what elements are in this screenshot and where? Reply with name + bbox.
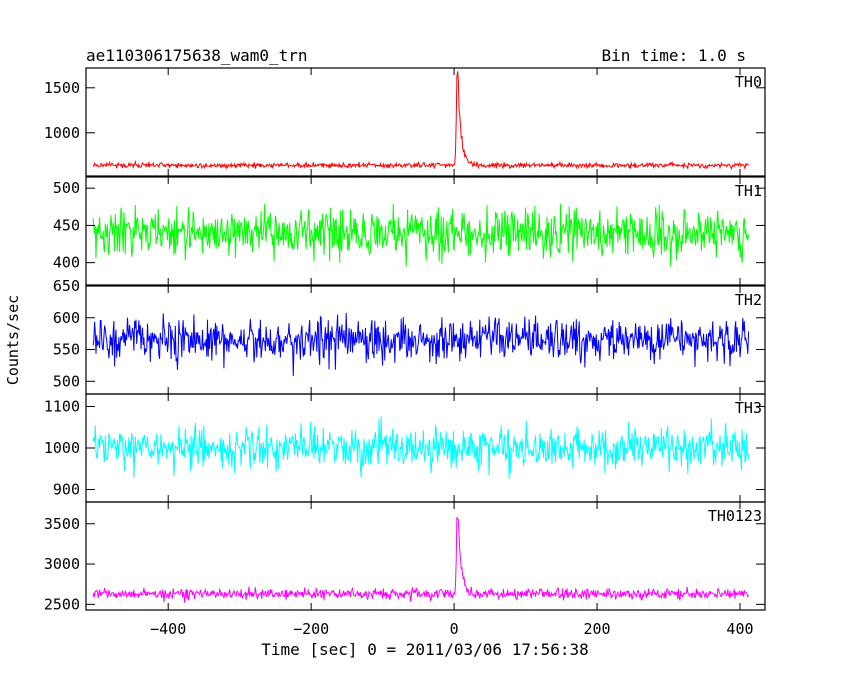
series-line-th2 <box>92 312 750 377</box>
y-tick-label: 1100 <box>44 397 80 415</box>
panel-frame <box>85 176 766 286</box>
panel-name-label: TH2 <box>735 291 762 309</box>
y-tick-label: 1000 <box>44 439 80 457</box>
chart-title: ae110306175638_wam0_trn <box>86 46 308 65</box>
y-tick-label: 500 <box>53 179 80 197</box>
panel-frame <box>85 67 766 177</box>
y-tick-label: 500 <box>53 372 80 390</box>
y-tick-label: 550 <box>53 341 80 359</box>
panel-th0123: 2500 3000 3500 TH0123 <box>44 501 766 613</box>
y-tick-label: 450 <box>53 216 80 234</box>
x-tick-label: 0 <box>450 620 459 638</box>
series-line-th0 <box>92 71 749 171</box>
y-tick-label: 3500 <box>44 515 80 533</box>
y-tick-label: 2500 <box>44 595 80 613</box>
x-tick-label: −400 <box>150 620 186 638</box>
panels-group: 1000 1500 TH0 400 450 500 TH1 500 550 600 650 TH2 90… <box>44 67 766 638</box>
panel-name-label: TH0123 <box>708 507 762 525</box>
panel-name-label: TH3 <box>735 399 762 417</box>
x-axis-label: Time [sec] 0 = 2011/03/06 17:56:38 <box>261 640 589 659</box>
panel-th0: 1000 1500 TH0 <box>44 67 766 177</box>
series-line-th1 <box>92 203 750 267</box>
y-tick-label: 1500 <box>44 79 80 97</box>
panel-th1: 400 450 500 TH1 <box>53 176 766 286</box>
panel-th2: 500 550 600 650 TH2 <box>53 277 766 395</box>
y-tick-label: 1000 <box>44 124 80 142</box>
panel-name-label: TH0 <box>735 73 762 91</box>
y-tick-label: 400 <box>53 254 80 272</box>
y-tick-label: 900 <box>53 481 80 499</box>
panel-th3: 900 1000 1100 TH3 <box>44 393 766 503</box>
y-axis-label: Counts/sec <box>4 295 22 385</box>
x-tick-label: −200 <box>293 620 329 638</box>
panel-name-label: TH1 <box>735 182 762 200</box>
series-line-th0123 <box>92 516 750 603</box>
x-tick-label: 400 <box>726 620 753 638</box>
y-tick-label: 600 <box>53 309 80 327</box>
series-line-th3 <box>92 416 750 480</box>
panel-frame <box>85 501 766 611</box>
y-tick-label: 650 <box>53 277 80 295</box>
bin-time-label: Bin time: 1.0 s <box>602 46 747 65</box>
x-tick-label: 200 <box>583 620 610 638</box>
y-tick-label: 3000 <box>44 555 80 573</box>
